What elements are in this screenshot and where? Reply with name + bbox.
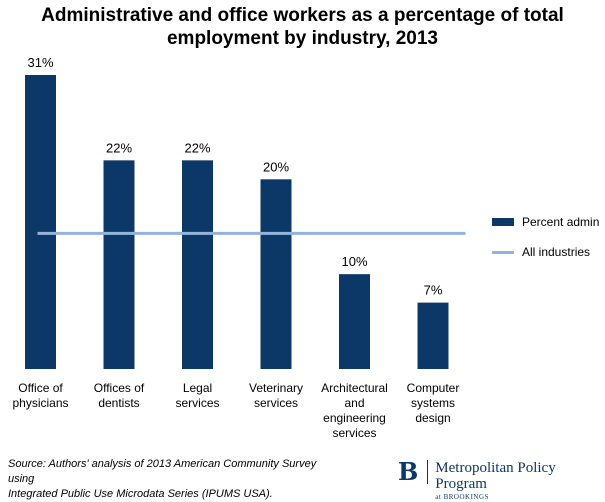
data-label-3: 20% bbox=[263, 159, 289, 174]
tick-label-5: Computer systems design bbox=[407, 381, 460, 425]
tick-label-line: Legal bbox=[183, 381, 212, 395]
tick-label-line: Computer bbox=[407, 381, 460, 395]
tick-label-1: Offices of dentists bbox=[94, 381, 145, 410]
data-label-0: 31% bbox=[27, 55, 53, 70]
tick-label-line: systems bbox=[411, 396, 455, 410]
source-line-1: Source: Authors' analysis of 2013 Americ… bbox=[8, 458, 317, 485]
tick-label-line: and bbox=[344, 396, 364, 410]
bar-4 bbox=[339, 274, 370, 369]
bar-0 bbox=[25, 75, 56, 369]
legend-item-all-industries: All industries bbox=[492, 242, 599, 262]
legend-label-percent-admin: Percent admin bbox=[522, 215, 600, 229]
tick-label-line: Architectural bbox=[321, 381, 388, 395]
chart-title-line-1: Administrative and office workers as a p… bbox=[41, 5, 564, 26]
brookings-logo: B Metropolitan Policy Program at BROOKIN… bbox=[398, 460, 605, 502]
tick-label-line: Office of bbox=[18, 381, 63, 395]
tick-label-line: design bbox=[415, 411, 450, 425]
data-label-2: 22% bbox=[184, 140, 210, 155]
logo-sub: at BROOKINGS bbox=[435, 493, 489, 501]
tick-label-line: Veterinary bbox=[249, 381, 303, 395]
tick-label-line: services bbox=[175, 396, 219, 410]
tick-label-line: physicians bbox=[12, 396, 68, 410]
legend-label-all-industries: All industries bbox=[522, 245, 591, 259]
bar-5 bbox=[417, 302, 449, 369]
legend-swatch-line bbox=[492, 250, 514, 254]
data-label-4: 10% bbox=[341, 254, 367, 269]
chart-title: Administrative and office workers as a p… bbox=[0, 4, 605, 50]
legend-item-percent-admin: Percent admin bbox=[492, 212, 599, 232]
legend-swatch-bar bbox=[492, 218, 514, 226]
tick-label-line: dentists bbox=[98, 396, 139, 410]
tick-label-3: Veterinary services bbox=[249, 381, 303, 410]
tick-label-line: services bbox=[332, 426, 376, 440]
tick-label-2: Legal services bbox=[175, 381, 219, 410]
bar-1 bbox=[103, 160, 135, 369]
tick-label-4: Architectural and engineering services bbox=[321, 381, 388, 440]
legend: Percent admin All industries bbox=[492, 212, 599, 272]
tick-label-0: Office of physicians bbox=[12, 381, 68, 410]
tick-label-line: services bbox=[254, 396, 298, 410]
data-label-5: 7% bbox=[424, 283, 443, 298]
source-note: Source: Authors' analysis of 2013 Americ… bbox=[8, 457, 328, 502]
chart-title-line-2: employment by industry, 2013 bbox=[166, 28, 438, 49]
tick-label-line: Offices of bbox=[94, 381, 145, 395]
logo-mark: B bbox=[398, 460, 429, 484]
bar-2 bbox=[182, 160, 213, 369]
logo-text: Metropolitan Policy Program at BROOKINGS bbox=[435, 460, 605, 502]
tick-label-line: engineering bbox=[323, 411, 386, 425]
bar-3 bbox=[260, 179, 292, 369]
data-label-1: 22% bbox=[106, 140, 132, 155]
logo-name: Metropolitan Policy Program bbox=[435, 460, 556, 492]
